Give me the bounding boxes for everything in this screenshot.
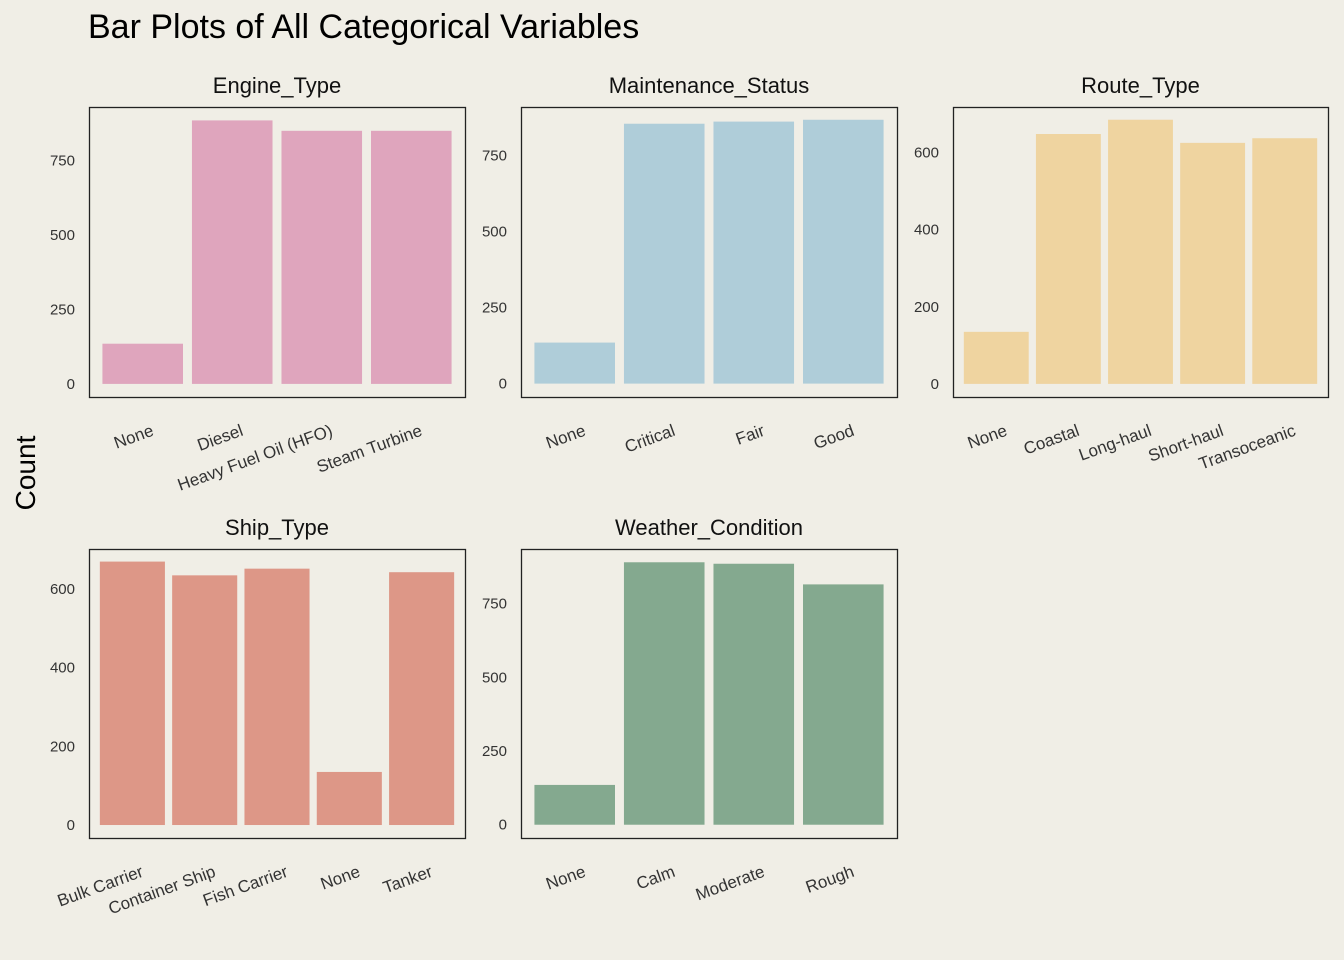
x-tick-label: Good xyxy=(811,421,857,453)
x-tick-label: Heavy Fuel Oil (HFO) xyxy=(175,421,335,495)
x-tick-label: Diesel xyxy=(195,421,246,455)
bar-long-haul xyxy=(1108,119,1173,384)
bar-none xyxy=(534,342,615,384)
x-tick-label: None xyxy=(543,862,588,894)
y-tick-label: 400 xyxy=(50,660,75,677)
panel-weather-condition: Weather_Condition 0 250 500 750 None Calm Moder… xyxy=(482,515,899,904)
x-tick-label: Tanker xyxy=(381,862,436,897)
bar-none xyxy=(963,331,1029,384)
bar-transoceanic xyxy=(1252,138,1318,384)
y-tick-label: 0 xyxy=(67,376,75,393)
y-tick-label: 0 xyxy=(499,817,507,834)
y-tick-label: 500 xyxy=(482,669,507,686)
y-tick-label: 200 xyxy=(914,299,939,316)
bar-heavy-fuel-oil-hfo xyxy=(281,130,363,384)
x-tick-label: None xyxy=(318,862,363,894)
panel-frame xyxy=(88,548,467,840)
bar-tanker xyxy=(389,572,455,826)
y-tick-label: 250 xyxy=(482,743,507,760)
panel-frame xyxy=(520,106,899,399)
bar-moderate xyxy=(713,563,795,825)
bar-none xyxy=(534,784,615,825)
y-tick-label: 200 xyxy=(50,738,75,755)
y-tick-label: 750 xyxy=(482,148,507,165)
x-tick-label: Coastal xyxy=(1021,421,1082,459)
y-tick-label: 0 xyxy=(499,376,507,393)
y-tick-label: 0 xyxy=(931,376,939,393)
y-tick-label: 400 xyxy=(914,222,939,239)
bar-critical xyxy=(623,123,705,384)
y-tick-label: 250 xyxy=(482,300,507,317)
bar-container-ship xyxy=(172,575,238,826)
bar-diesel xyxy=(191,120,273,384)
x-tick-label: Moderate xyxy=(693,862,767,904)
bar-none xyxy=(102,343,183,384)
x-tick-label: Calm xyxy=(634,862,678,893)
panel-title: Route_Type xyxy=(1081,73,1200,98)
y-tick-label: 750 xyxy=(482,596,507,613)
y-tick-label: 250 xyxy=(50,301,75,318)
bar-fish-carrier xyxy=(244,568,310,826)
bar-coastal xyxy=(1035,133,1101,384)
panel-title: Weather_Condition xyxy=(615,515,803,540)
panel-title: Engine_Type xyxy=(213,73,341,98)
x-tick-label: Long-haul xyxy=(1076,421,1154,465)
y-tick-label: 500 xyxy=(50,227,75,244)
panel-frame xyxy=(952,106,1330,399)
bar-none xyxy=(316,771,382,826)
y-tick-label: 500 xyxy=(482,224,507,241)
x-tick-label: None xyxy=(111,421,156,453)
panel-title: Maintenance_Status xyxy=(609,73,810,98)
bar-steam-turbine xyxy=(371,130,452,384)
bar-rough xyxy=(803,584,884,825)
y-tick-label: 600 xyxy=(50,581,75,598)
x-tick-label: Fair xyxy=(733,421,767,449)
x-tick-label: None xyxy=(965,421,1010,453)
panel-title: Ship_Type xyxy=(225,515,329,540)
y-tick-label: 750 xyxy=(50,153,75,170)
bar-good xyxy=(803,119,884,384)
panel-frame xyxy=(520,548,899,840)
x-tick-label: Rough xyxy=(803,862,857,897)
figure-title: Bar Plots of All Categorical Variables xyxy=(88,8,640,46)
bar-bulk-carrier xyxy=(99,561,165,826)
bar-fair xyxy=(713,121,795,384)
panel-maintenance-status: Maintenance_Status 0 250 500 750 None Critical… xyxy=(482,73,899,457)
bar-calm xyxy=(623,562,705,825)
bar-short-haul xyxy=(1180,142,1246,384)
x-tick-label: Critical xyxy=(622,421,677,457)
x-tick-label: None xyxy=(543,421,588,453)
y-tick-label: 0 xyxy=(67,817,75,834)
y-tick-label: 600 xyxy=(914,145,939,162)
panel-route-type: Route_Type 0 200 400 600 None CoastalLong-haul… xyxy=(914,73,1330,473)
panel-frame xyxy=(88,106,467,399)
